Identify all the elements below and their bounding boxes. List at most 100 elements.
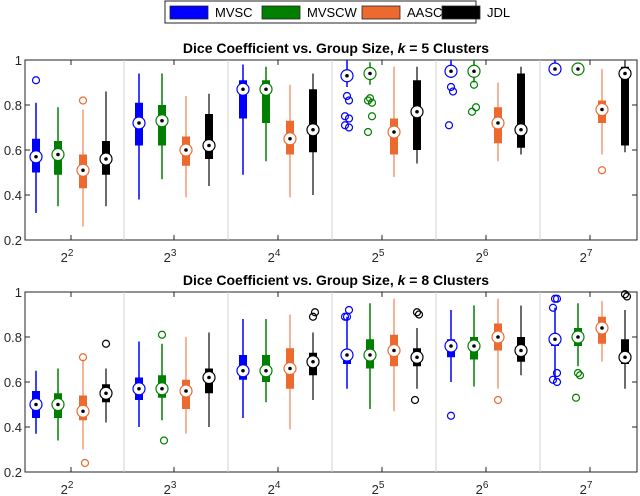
median-dot: [449, 69, 453, 74]
outlier-marker: [620, 290, 630, 299]
box-jdl-2-5: [410, 308, 424, 405]
median-dot: [415, 355, 419, 360]
median-dot: [600, 326, 604, 330]
median-dot: [576, 335, 580, 339]
box-aasc-2-2: [76, 353, 90, 468]
axes-box: [24, 291, 638, 473]
median-dot: [81, 168, 85, 173]
chart-panel-k5: Dice Coefficient vs. Group Size, k = 5 C…: [4, 40, 638, 265]
box-mvsc-2-3: [132, 341, 146, 427]
y-tick-label: 0.6: [4, 143, 22, 158]
x-tick-label: 25: [372, 248, 385, 265]
box-mvscw-2-4: [259, 319, 273, 403]
y-tick-label: 1: [15, 285, 22, 300]
box-mvsc-2-5: [340, 60, 354, 132]
median-dot: [553, 67, 557, 71]
box-mvscw-2-2: [51, 107, 65, 207]
median-dot: [368, 71, 372, 76]
median-dot: [392, 348, 396, 353]
legend-label-mvsc: MVSC: [215, 5, 253, 20]
y-tick-label: 1: [15, 53, 22, 68]
median-dot: [472, 69, 476, 74]
median-dot: [184, 148, 188, 152]
box-jdl-2-4: [306, 73, 320, 195]
legend-label-jdl: JDL: [487, 5, 510, 20]
outlier-marker: [310, 308, 320, 317]
legend-swatch-aasc: [361, 5, 401, 20]
median-dot: [288, 136, 292, 141]
box-iqr: [621, 66, 629, 146]
median-dot: [449, 344, 453, 348]
outlier-marker: [363, 96, 373, 105]
chart-title: Dice Coefficient vs. Group Size, k = 5 C…: [183, 40, 489, 56]
box-mvsc-2-5: [340, 305, 354, 389]
box-mvscw-2-5: [363, 303, 377, 409]
box-aasc-2-4: [283, 84, 297, 198]
outlier-marker: [342, 91, 352, 101]
legend-label-mvscw: MVSCW: [307, 5, 358, 20]
outlier-marker: [157, 330, 167, 339]
box-iqr: [205, 114, 213, 159]
outlier-marker: [78, 96, 88, 105]
box-iqr: [517, 73, 525, 148]
box-mvsc-2-4: [236, 64, 250, 175]
outlier-marker: [308, 312, 318, 321]
outlier-marker: [571, 393, 581, 402]
median-dot: [311, 359, 315, 364]
outlier-marker: [367, 98, 377, 107]
box-mvscw-2-3: [155, 73, 169, 180]
box-mvsc-2-7: [548, 294, 562, 387]
outlier-marker: [367, 112, 377, 121]
box-mvsc-2-2: [29, 76, 43, 213]
box-iqr: [309, 89, 317, 153]
box-aasc-2-6: [491, 298, 505, 405]
median-dot: [56, 402, 60, 407]
box-iqr: [239, 80, 247, 119]
median-dot: [600, 107, 604, 112]
box-mvscw-2-2: [51, 368, 65, 441]
outlier-marker: [573, 368, 583, 378]
chart-title: Dice Coefficient vs. Group Size, k = 8 C…: [183, 272, 489, 288]
box-aasc-2-4: [283, 314, 297, 430]
median-dot: [104, 157, 108, 161]
outlier-marker: [340, 112, 350, 121]
median-dot: [368, 353, 372, 357]
axes-box: [24, 59, 638, 241]
box-aasc-2-3: [179, 96, 193, 198]
box-mvscw-2-6: [467, 305, 481, 387]
median-dot: [137, 386, 141, 391]
box-jdl-2-6: [514, 66, 528, 155]
median-dot: [496, 335, 500, 339]
median-dot: [519, 127, 523, 132]
legend-label-aasc: AASC: [407, 5, 442, 20]
y-tick-label: 0.6: [4, 375, 22, 390]
box-mvscw-2-4: [259, 66, 273, 162]
box-jdl-2-4: [306, 308, 320, 400]
box-mvsc-2-3: [132, 73, 146, 200]
median-dot: [81, 409, 85, 414]
y-tick-label: 0.4: [4, 420, 22, 435]
legend-swatch-mvscw: [261, 5, 301, 20]
y-tick-label: 0.4: [4, 188, 22, 203]
median-dot: [392, 130, 396, 134]
median-dot: [241, 87, 245, 92]
legend: MVSC MVSCW AASC JDL: [164, 0, 510, 24]
x-tick-label: 25: [372, 480, 385, 496]
outlier-marker: [444, 121, 454, 130]
median-dot: [160, 118, 164, 123]
outlier-marker: [344, 114, 354, 123]
x-tick-label: 27: [580, 248, 593, 265]
box-mvsc-2-4: [236, 319, 250, 418]
outlier-marker: [446, 82, 456, 92]
median-dot: [311, 127, 315, 132]
x-tick-label: 24: [268, 248, 281, 265]
median-dot: [345, 353, 349, 357]
box-jdl-2-7: [618, 290, 632, 389]
outlier-marker: [344, 123, 354, 132]
box-aasc-2-7: [595, 69, 609, 175]
median-dot: [264, 368, 268, 373]
outlier-marker: [493, 395, 503, 405]
median-dot: [553, 337, 557, 342]
median-dot: [34, 154, 38, 159]
median-dot: [345, 73, 349, 78]
